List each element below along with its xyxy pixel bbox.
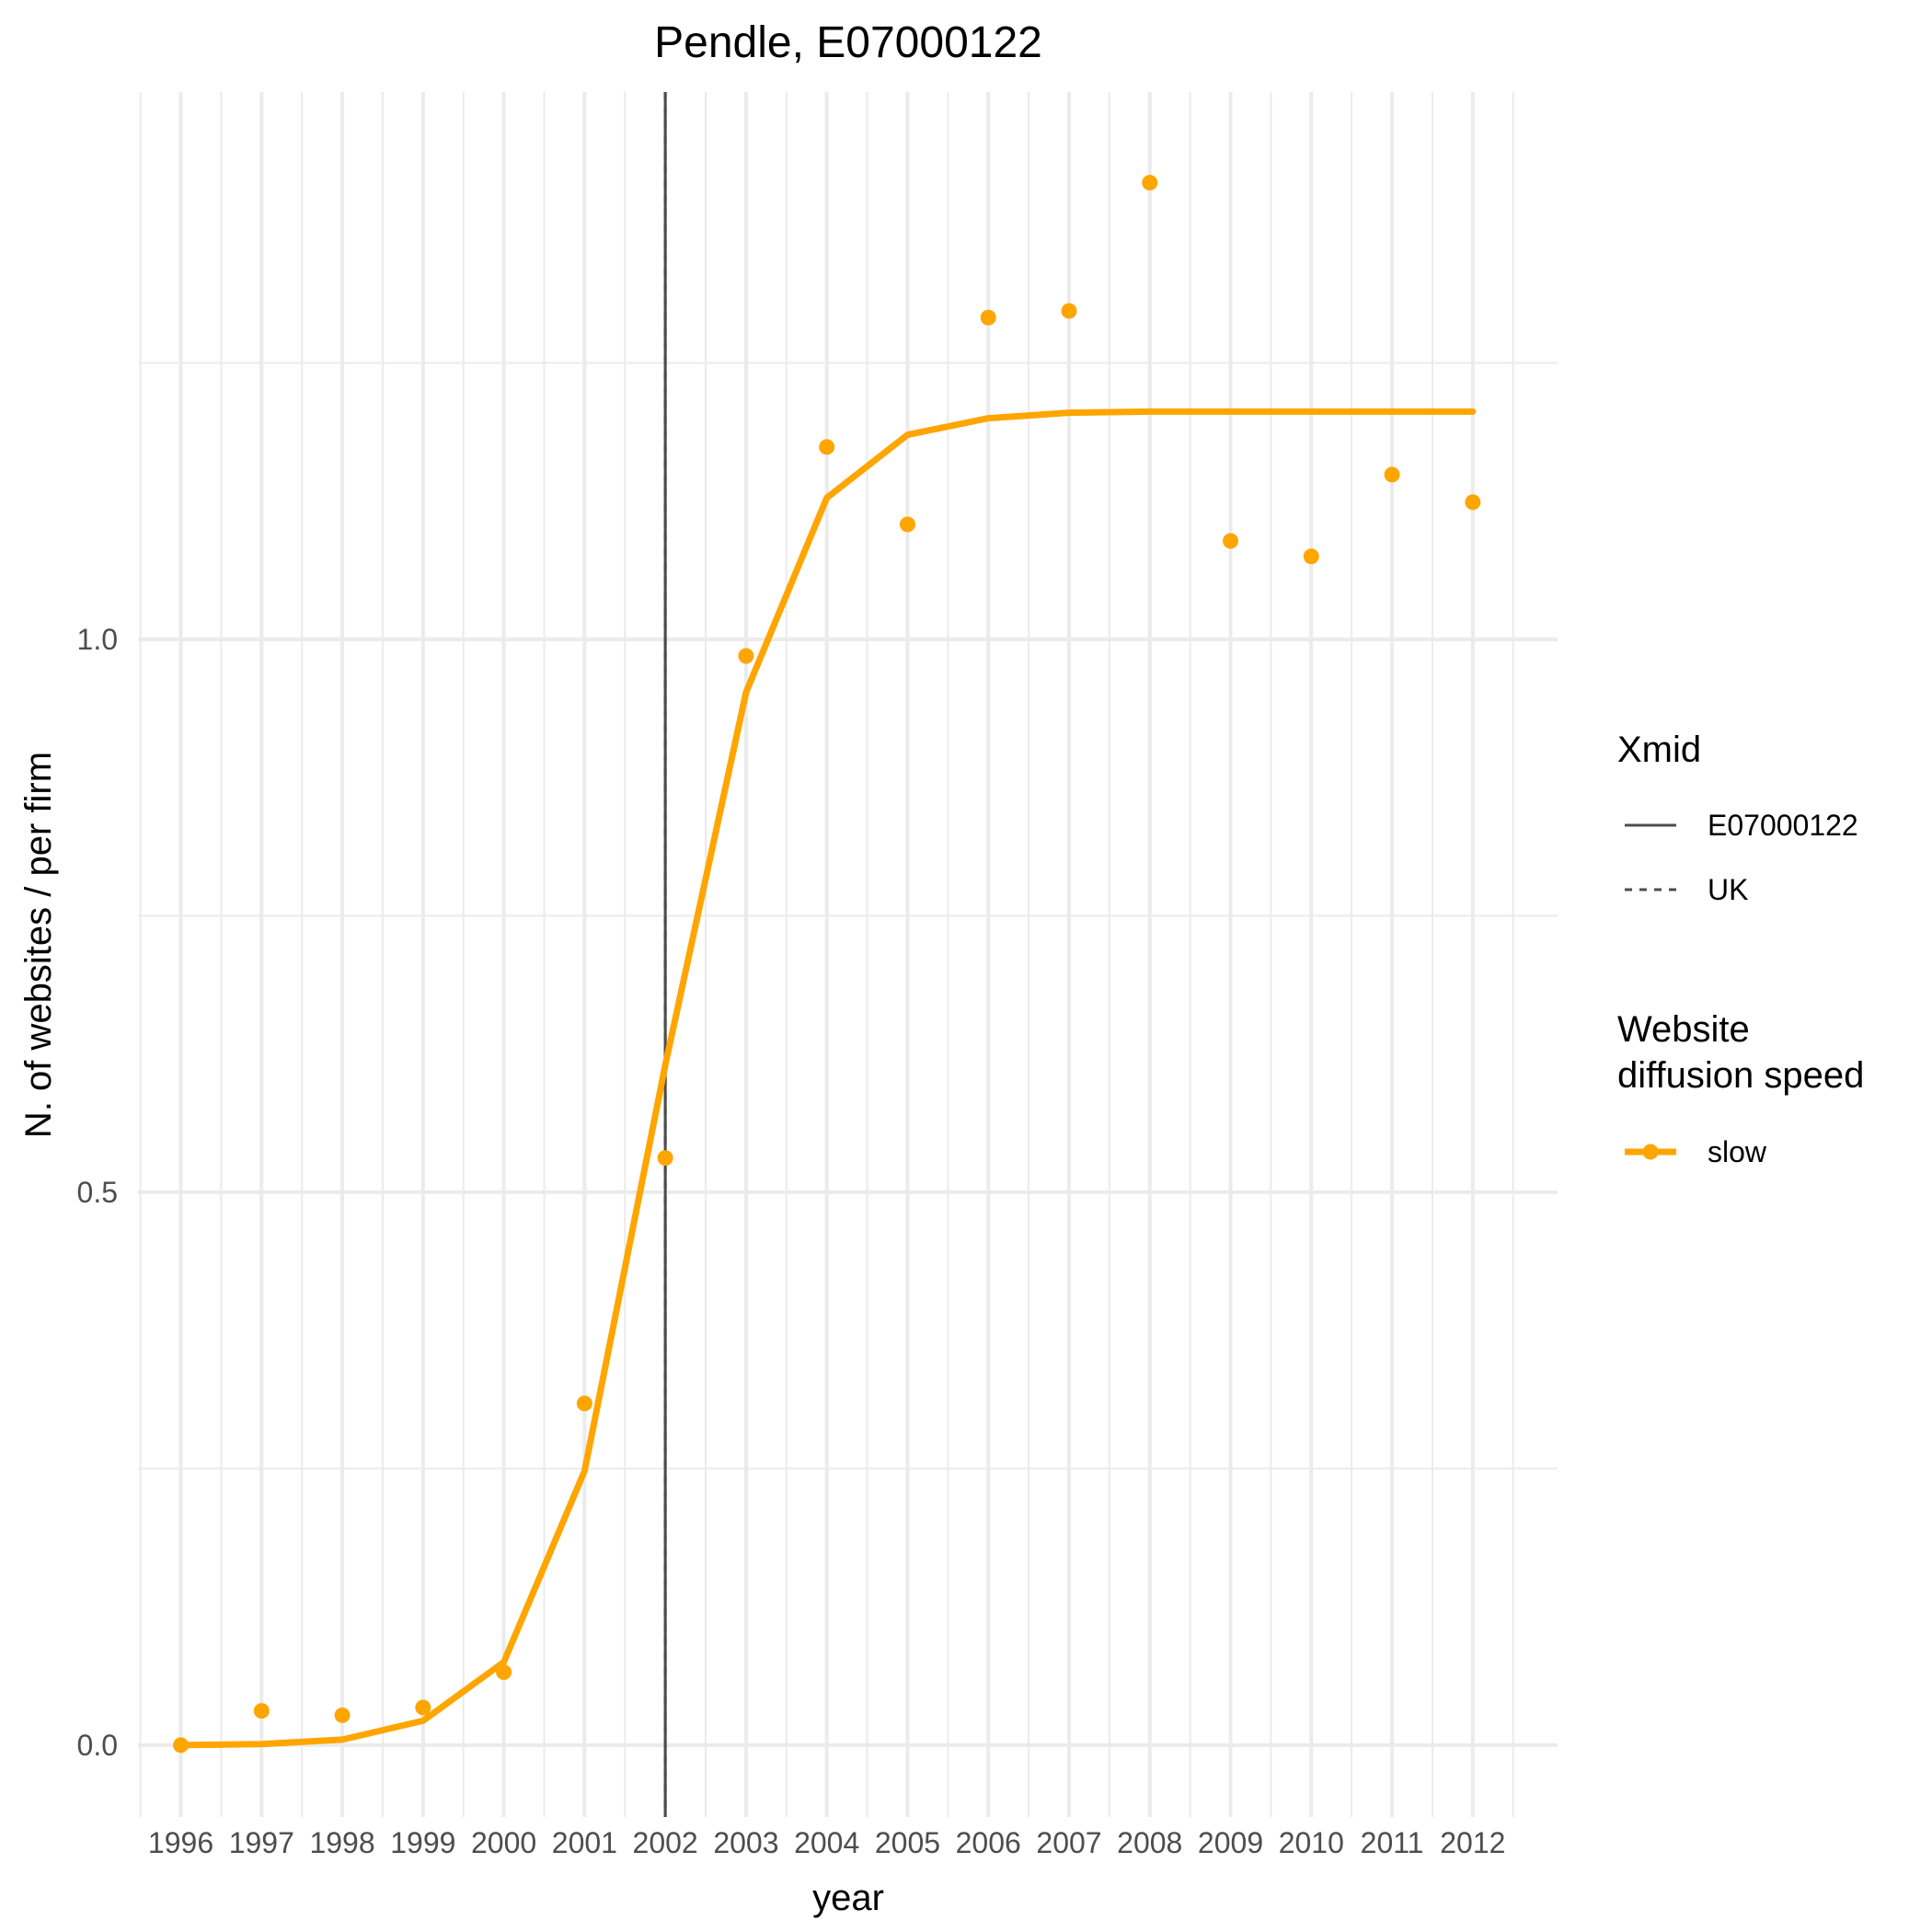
legend: Xmid E07000122 UK Website diffusion speed slo… (1617, 730, 1864, 1168)
legend-title-diffusion-speed: diffusion speed (1617, 1055, 1864, 1096)
y-axis-ticks: 0.0 0.5 1.0 (77, 623, 118, 1762)
x-tick-label: 2005 (875, 1826, 940, 1859)
x-tick-label: 2000 (471, 1826, 536, 1859)
data-point (1303, 548, 1319, 565)
x-tick-label: 2012 (1440, 1826, 1505, 1859)
x-tick-label: 2007 (1036, 1826, 1101, 1859)
y-tick-label: 1.0 (77, 623, 118, 656)
data-point (1061, 303, 1077, 319)
x-tick-label: 2003 (713, 1826, 778, 1859)
x-tick-label: 2008 (1117, 1826, 1182, 1859)
legend-item-label: E07000122 (1708, 809, 1858, 842)
data-point (657, 1150, 673, 1167)
x-tick-label: 2004 (794, 1826, 859, 1859)
y-tick-label: 0.0 (77, 1729, 118, 1762)
x-axis-label: year (812, 1878, 884, 1918)
data-series (173, 175, 1481, 1754)
x-tick-label: 2006 (956, 1826, 1021, 1859)
x-tick-label: 2002 (633, 1826, 698, 1859)
fitted-curve-line (178, 408, 1477, 1749)
legend-title-xmid: Xmid (1617, 730, 1701, 770)
x-axis-ticks: 1996 1997 1998 1999 2000 2001 2002 2003 2004 2005… (148, 1826, 1506, 1859)
data-point (415, 1699, 431, 1716)
data-point (899, 516, 915, 533)
data-point (253, 1703, 270, 1719)
data-point (576, 1395, 592, 1411)
y-axis-label: N. of websites / per firm (18, 752, 59, 1138)
y-tick-label: 0.5 (77, 1176, 118, 1209)
legend-item-label: slow (1708, 1135, 1767, 1168)
data-point (1223, 533, 1239, 549)
x-tick-label: 1997 (229, 1826, 294, 1859)
x-tick-label: 2010 (1279, 1826, 1344, 1859)
x-tick-label: 1999 (390, 1826, 455, 1859)
data-point (738, 648, 754, 664)
x-tick-label: 2001 (552, 1826, 617, 1859)
x-tick-label: 1996 (148, 1826, 213, 1859)
data-point (1384, 466, 1400, 483)
legend-key-point (1642, 1144, 1659, 1160)
x-tick-label: 1998 (309, 1826, 374, 1859)
data-point (980, 309, 996, 326)
data-point (1465, 494, 1481, 511)
data-point (1142, 175, 1158, 191)
chart-title: Pendle, E07000122 (654, 18, 1042, 67)
x-tick-label: 2009 (1198, 1826, 1263, 1859)
data-point (819, 439, 835, 455)
data-point (496, 1664, 512, 1681)
data-point (173, 1737, 190, 1754)
legend-title-diffusion-speed: Website (1617, 1009, 1750, 1050)
x-tick-label: 2011 (1361, 1826, 1424, 1859)
data-point (334, 1707, 351, 1723)
legend-item-label: UK (1708, 873, 1748, 906)
